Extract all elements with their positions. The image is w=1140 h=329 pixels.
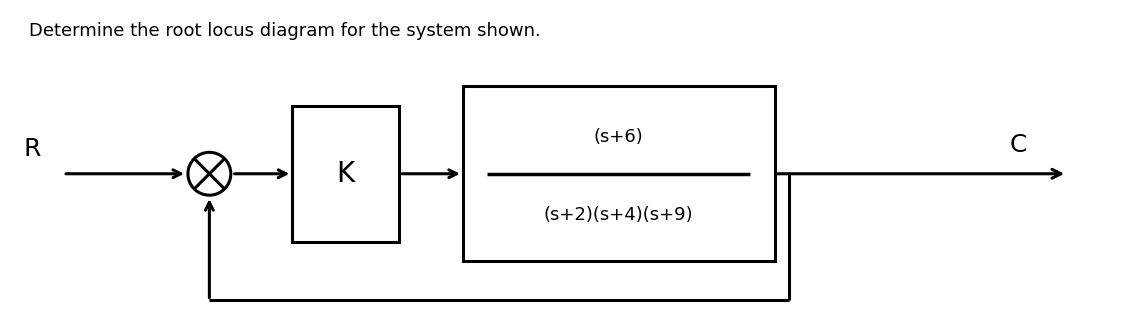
Text: (s+2)(s+4)(s+9): (s+2)(s+4)(s+9)	[544, 206, 693, 224]
Text: C: C	[1010, 133, 1027, 157]
Text: K: K	[336, 160, 355, 188]
Text: Determine the root locus diagram for the system shown.: Determine the root locus diagram for the…	[28, 22, 540, 40]
Bar	[292, 106, 399, 242]
Bar	[463, 86, 775, 262]
Text: R: R	[23, 138, 41, 162]
Text: (s+6): (s+6)	[594, 128, 644, 146]
